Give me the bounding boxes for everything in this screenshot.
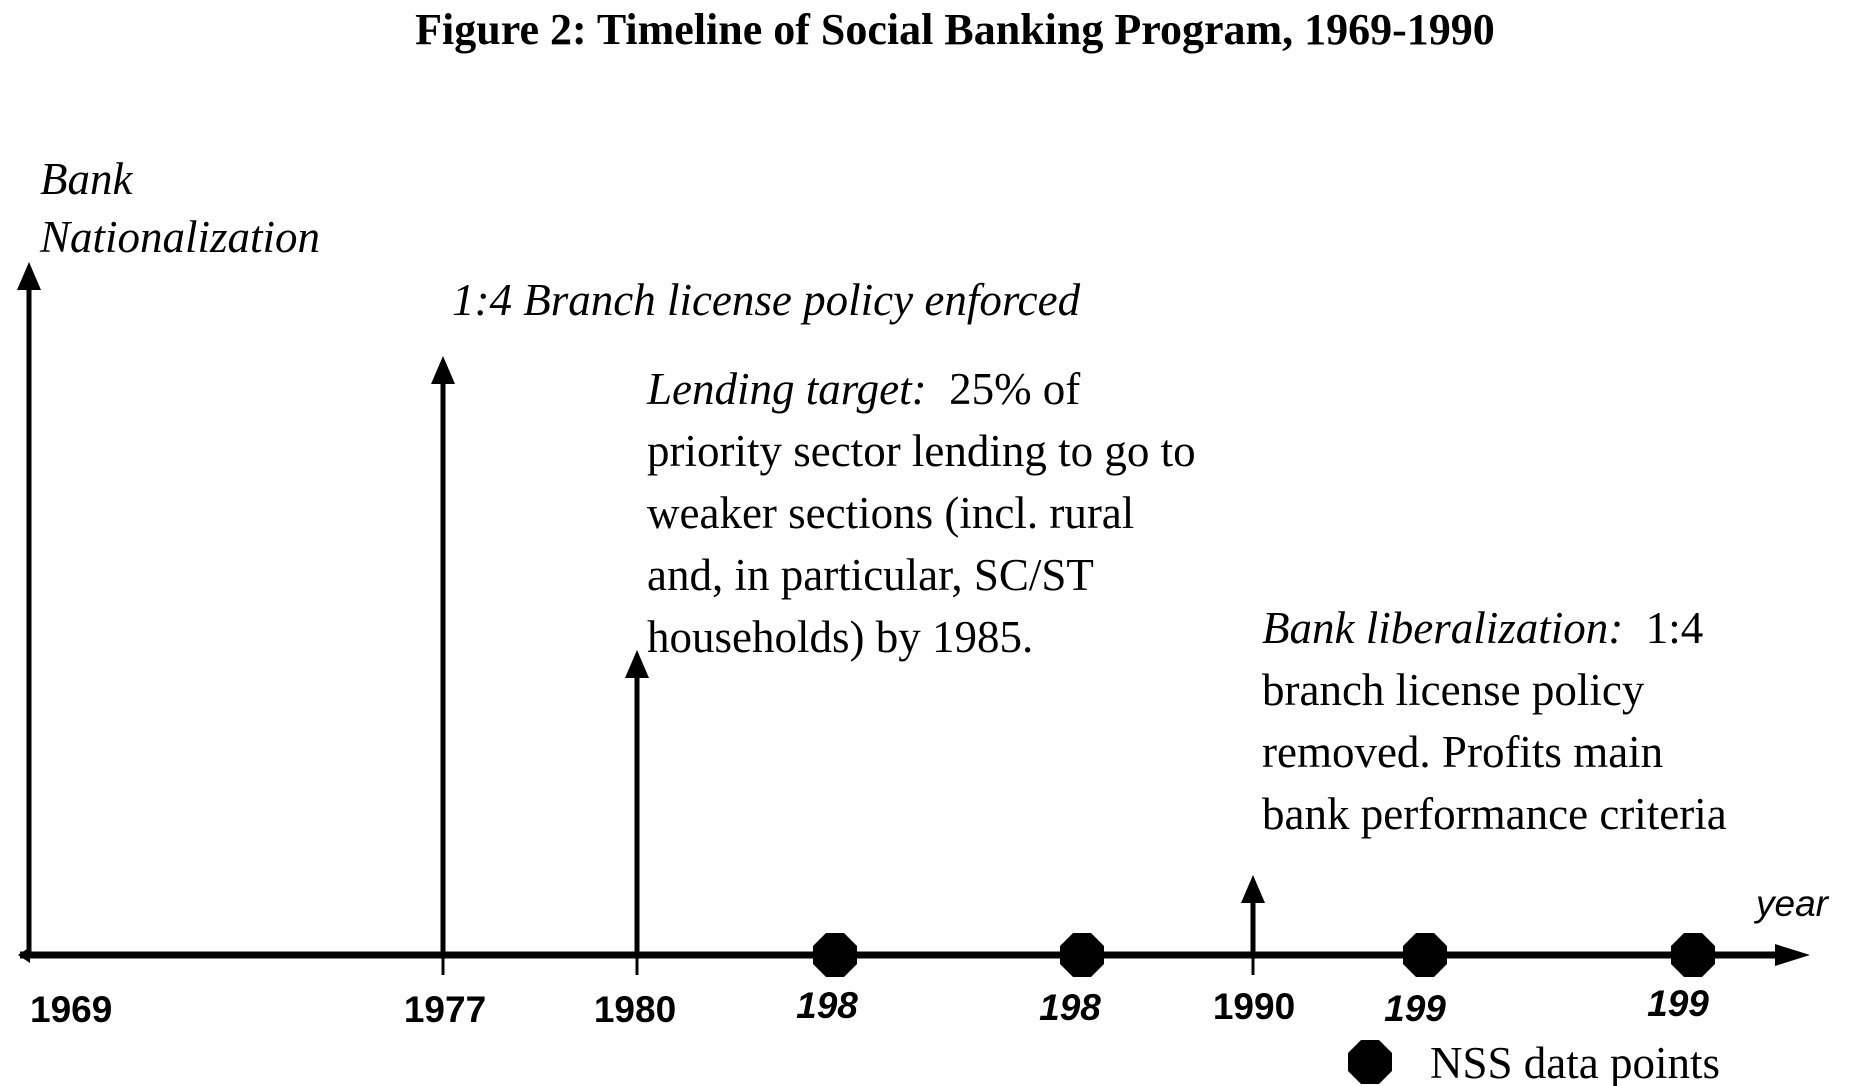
octagon-marker-icon [1671, 933, 1715, 977]
octagon-marker-icon [1403, 933, 1447, 977]
up-arrow-icon [17, 262, 41, 290]
annotation-line: branch license policy [1262, 665, 1645, 715]
annotation-lending-target: Lending target: 25% of priority sector l… [0, 0, 1216, 662]
annotation-line: 1:4 Branch license policy enforced [452, 275, 1081, 325]
tick-label-1977: 1977 [404, 989, 486, 1030]
annotation-line: bank performance criteria [1262, 789, 1727, 839]
up-arrow-icon [1241, 875, 1265, 903]
event-1990 [1241, 875, 1265, 975]
tick-label-nss-2: 198 [1039, 987, 1101, 1028]
annotation-line: removed. Profits main [1262, 727, 1663, 777]
axis-label: year [1753, 883, 1830, 924]
annotation-line: households) by 1985. [647, 612, 1033, 662]
legend-marker [1348, 1040, 1392, 1084]
legend-label: NSS data points [1430, 1038, 1720, 1086]
figure-title: Figure 2: Timeline of Social Banking Pro… [415, 5, 1495, 54]
octagon-marker-icon [1348, 1040, 1392, 1084]
annotation-line: 25% of [927, 364, 1081, 414]
up-arrow-icon [431, 356, 455, 384]
event-1969 [17, 262, 41, 955]
event-1977 [431, 356, 455, 975]
annotation-bank-liberalization: Bank liberalization: 1:4 branch license … [1262, 603, 1727, 839]
annotation-italic-lead: Lending target: [646, 364, 927, 414]
timeline-axis: year [18, 883, 1830, 966]
annotation-bank-nationalization: Bank Nationalization [39, 154, 320, 262]
tick-label-1980: 1980 [594, 989, 676, 1030]
nss-marker [813, 933, 857, 977]
octagon-marker-icon [1060, 933, 1104, 977]
annotation-line: Bank [40, 154, 133, 204]
nss-marker [1671, 933, 1715, 977]
annotation-line: and, in particular, SC/ST [647, 550, 1094, 600]
annotation-line: weaker sections (incl. rural [647, 488, 1134, 538]
legend: NSS data points [1348, 1038, 1720, 1086]
tick-label-nss-1: 198 [796, 985, 858, 1026]
annotation-line: priority sector lending to go to [647, 426, 1196, 476]
octagon-marker-icon [813, 933, 857, 977]
tick-label-nss-3: 199 [1384, 988, 1446, 1029]
annotation-line: 1:4 [1623, 603, 1703, 653]
tick-label-1990: 1990 [1213, 986, 1295, 1027]
tick-labels: 1969 1977 1980 198 198 1990 199 199 [30, 983, 1709, 1030]
nss-marker [1403, 933, 1447, 977]
tick-label-1969: 1969 [30, 989, 112, 1030]
up-arrow-icon [625, 650, 649, 678]
tick-label-nss-4: 199 [1647, 983, 1709, 1024]
annotation-line: Nationalization [39, 212, 320, 262]
annotation-branch-license: 1:4 Branch license policy enforced [452, 275, 1081, 325]
event-1980 [625, 650, 649, 975]
axis-arrowhead-icon [1775, 944, 1810, 966]
nss-marker [1060, 933, 1104, 977]
annotation-italic-lead: Bank liberalization: [1262, 603, 1623, 653]
